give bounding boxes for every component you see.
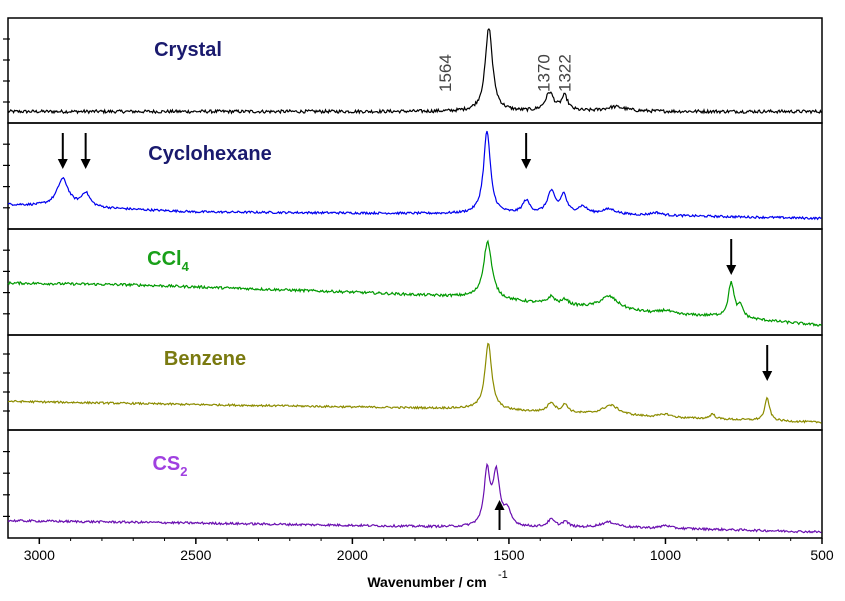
panel-frame	[7, 17, 823, 124]
x-tick-label: 2500	[180, 547, 211, 563]
panel-label-2: CCl4	[147, 248, 189, 274]
x-tick-label: 1000	[650, 547, 681, 563]
x-axis-label: Wavenumber / cm	[367, 574, 486, 590]
arrow-down-icon	[762, 345, 773, 381]
x-axis: 3000 2500 2000 1500 1000 500	[24, 538, 834, 563]
x-tick-label: 3000	[24, 547, 55, 563]
panels-group: Crystal Cyclohexane CCl4 Benzene CS2	[3, 17, 823, 539]
peak-label-1322: 1322	[556, 54, 575, 92]
arrow-down-icon	[726, 239, 737, 275]
arrow-up-icon	[494, 500, 505, 530]
panel-frame	[7, 334, 823, 431]
x-axis-label-superscript: -1	[498, 569, 508, 581]
panel-label-0: Crystal	[154, 39, 222, 61]
panel-3: Benzene	[3, 334, 823, 431]
x-tick-label: 1500	[493, 547, 524, 563]
panel-label-subscript: 4	[182, 259, 190, 274]
panel-frame	[7, 122, 823, 230]
x-tick-label: 2000	[337, 547, 368, 563]
peak-label-1370: 1370	[535, 54, 554, 92]
panel-label-subscript: 2	[180, 464, 187, 479]
arrow-down-icon	[521, 133, 532, 169]
spectrum-line-3	[7, 342, 822, 424]
panel-label-1: Cyclohexane	[148, 143, 271, 165]
peak-label-1564: 1564	[436, 54, 455, 92]
panel-label-4: CS2	[152, 453, 187, 479]
spectrum-line-2	[7, 239, 822, 327]
panel-2: CCl4	[3, 228, 823, 336]
panel-1: Cyclohexane	[3, 122, 823, 230]
spectrum-line-4	[7, 462, 822, 534]
panel-4: CS2	[3, 429, 823, 539]
spectrum-line-1	[7, 130, 822, 221]
arrow-down-icon	[80, 133, 91, 169]
arrow-down-icon	[57, 133, 68, 169]
panel-0: Crystal	[3, 17, 823, 124]
peak-annotations: 1564 1370 1322	[436, 54, 575, 92]
panel-frame	[7, 228, 823, 336]
panel-label-3: Benzene	[164, 348, 246, 370]
spectrum-line-0	[7, 28, 822, 115]
x-tick-label: 500	[810, 547, 834, 563]
